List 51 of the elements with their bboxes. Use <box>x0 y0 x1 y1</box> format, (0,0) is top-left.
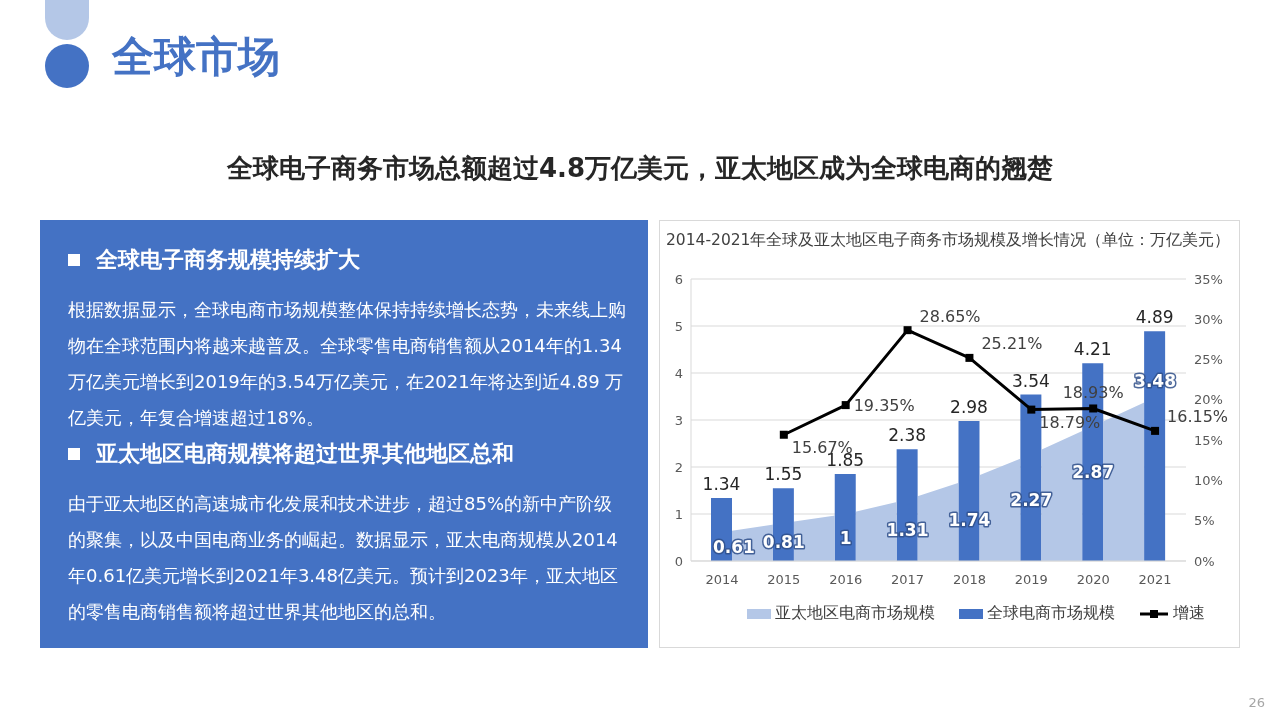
y2-tick-label: 20% <box>1194 392 1223 408</box>
x-tick-label: 2014 <box>705 572 739 588</box>
legend-label: 增速 <box>1173 603 1205 624</box>
data-label: 2.38 <box>888 425 927 446</box>
y-tick-label: 3 <box>674 412 683 428</box>
x-tick-label: 2017 <box>891 572 925 588</box>
y-tick-label: 5 <box>674 318 683 334</box>
data-label: 1.55 <box>764 464 803 485</box>
text: 由于亚太地区的高速城市化发展和技术进步，超过85%的新中产阶级的聚集，以及中国电商业务的崛起。数据显示，亚太电商规模从2014年0.61亿美元增长到2021年3.48亿美元。预计到2023年，亚太地区的零售电商销售额将超过世界其他地区的总和。 <box>68 492 619 624</box>
y2-tick-label: 10% <box>1194 473 1223 489</box>
y-tick-label: 2 <box>674 459 683 475</box>
chart-title: 2014-2021年全球及亚太地区电子商务市场规模及增长情况（单位：万亿美元） <box>666 230 1231 251</box>
legend-label: 全球电商市场规模 <box>987 603 1115 624</box>
data-label: 1.31 <box>886 520 929 541</box>
x-tick-label: 2019 <box>1014 572 1048 588</box>
x-tick-label: 2015 <box>767 572 801 588</box>
y2-tick-label: 15% <box>1194 432 1223 448</box>
data-label: 19.35% <box>853 395 915 415</box>
x-tick-label: 2018 <box>952 572 986 588</box>
data-label: 25.21% <box>981 334 1043 354</box>
text: 亚太地区电商规模将超过世界其他地区总和 <box>96 440 514 468</box>
y2-tick-label: 35% <box>1194 271 1223 287</box>
data-label: 1.34 <box>702 474 741 495</box>
legend-label: 亚太地区电商市场规模 <box>775 603 935 624</box>
text: 26 <box>1248 695 1265 710</box>
x-tick-label: 2021 <box>1138 572 1172 588</box>
text: 根据数据显示，全球电商市场规模整体保持持续增长态势，未来线上购物在全球范围内将越来越普及。全球零售电商销售额从2014年的1.34万亿美元增长到2019年的3.54万亿美元，在2021年将达到近4.89 万亿美元，年复合增速超过18%。 <box>68 298 627 430</box>
y2-tick-label: 25% <box>1194 352 1223 368</box>
data-label: 1 <box>839 527 852 548</box>
y-tick-label: 1 <box>674 506 683 522</box>
y-tick-label: 4 <box>674 365 683 381</box>
data-label: 4.89 <box>1135 307 1174 328</box>
y-tick-label: 6 <box>674 271 683 287</box>
y2-tick-label: 5% <box>1194 513 1215 529</box>
x-tick-label: 2020 <box>1076 572 1110 588</box>
x-tick-label: 2016 <box>829 572 863 588</box>
y-tick-label: 0 <box>674 553 683 569</box>
data-label: 4.21 <box>1073 339 1112 360</box>
data-label: 3.54 <box>1011 370 1050 391</box>
data-label: 28.65% <box>919 306 981 326</box>
text: 全球电子商务规模持续扩大 <box>96 246 360 274</box>
data-label: 0.81 <box>762 531 805 552</box>
data-label: 2.87 <box>1072 462 1115 483</box>
data-label: 2.27 <box>1010 490 1053 511</box>
data-label: 2.98 <box>950 396 988 417</box>
text: 全球市场 <box>112 32 280 82</box>
text: 全球电子商务市场总额超过4.8万亿美元，亚太地区成为全球电商的翘楚 <box>225 152 1055 185</box>
data-label: 1.74 <box>948 510 991 531</box>
y2-tick-label: 30% <box>1194 311 1223 327</box>
data-label: 16.15% <box>1167 407 1229 427</box>
y2-tick-label: 0% <box>1194 553 1215 569</box>
